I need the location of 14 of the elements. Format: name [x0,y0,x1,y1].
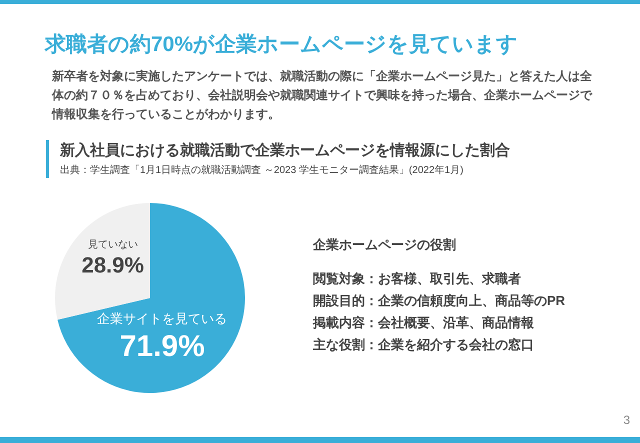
text: 主な役割：企業を紹介する会社の窓口 [313,336,534,354]
slice-label: 企業サイトを見ている [97,311,228,326]
source-note: 出典：学生調査「1月1日時点の就職活動調査 ～2023 学生モニター調査結果」(2022年1月) [60,164,464,177]
text: 新卒者を対象に実施したアンケートでは、就職活動の際に「企業ホームページ見た」と答えた人は全体の約７０％を占めており、会社説明会や就職関連サイトで興味を持った場合、企業ホームページで情報収集を行っていることがわかります。 [52,68,592,123]
text: 閲覧対象：お客様、取引先、求職者 [313,270,521,288]
text: 開設目的：企業の信頼度向上、商品等のPR [313,292,566,310]
text: 3 [623,413,630,427]
data-label: 28.9% [82,252,144,278]
slice-label: 見ていない [88,239,138,250]
chart-title: 求職者の約70%が企業ホームページを見ています [45,32,518,58]
data-label: 71.9% [120,330,205,363]
text: 掲載内容：会社概要、沿革、商品情報 [313,314,534,332]
text: 企業ホームページの役割 [313,236,456,254]
text: 新入社員における就職活動で企業ホームページを情報源にした割合 [60,141,510,160]
